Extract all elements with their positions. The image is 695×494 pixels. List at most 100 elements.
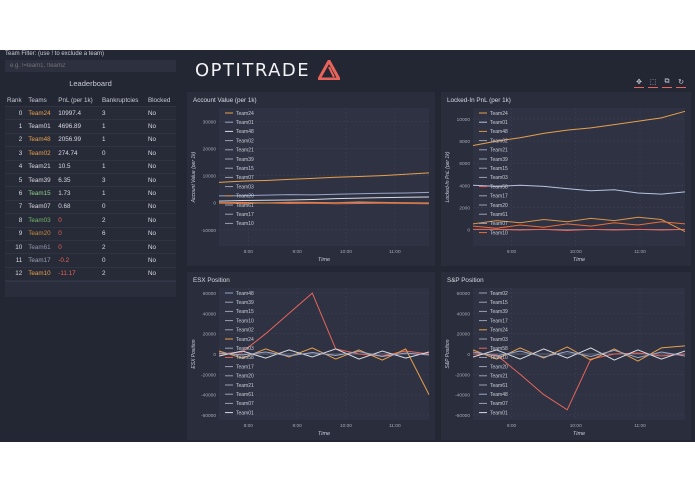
legend-item[interactable]: Team02: [236, 138, 254, 144]
column-header-rank[interactable]: Rank: [7, 96, 22, 104]
legend-item[interactable]: Team21: [236, 148, 254, 154]
locked-in-pnl-panel[interactable]: Locked-In PnL (per 1k) 10000 8000 6000 4000 2…: [441, 92, 691, 266]
x-tick-label: 9:00: [292, 423, 302, 429]
legend-item[interactable]: Team48: [490, 392, 508, 398]
series-line-team10: [472, 221, 686, 229]
series-line-team48: [218, 350, 430, 358]
leaderboard-row[interactable]: 11 Team17 -0.2 0 No: [5, 253, 176, 268]
legend-item[interactable]: Team10: [490, 355, 508, 361]
legend-item[interactable]: Team17: [236, 364, 254, 370]
column-header-teams[interactable]: Teams: [28, 96, 47, 104]
leaderboard-row[interactable]: 0 Team24 10997.4 3 No: [5, 105, 176, 120]
esx-position-panel[interactable]: ESX Position 60000 40000 20000 0 -20000 -40000…: [187, 272, 435, 440]
legend-item[interactable]: Team39: [490, 157, 508, 163]
legend-item[interactable]: Team20: [490, 364, 508, 370]
legend-item[interactable]: Team01: [490, 410, 508, 416]
legend-item[interactable]: Team21: [490, 148, 508, 154]
leaderboard-row[interactable]: 6 Team15 1.73 1 No: [5, 186, 176, 201]
legend-item[interactable]: Team61: [490, 212, 508, 218]
chart-title: ESX Position: [193, 277, 230, 284]
legend-item[interactable]: Team58: [490, 346, 508, 352]
sp-position-chart[interactable]: S&P Position 60000 40000 20000 0 -20000 -40000…: [441, 272, 691, 440]
pnl-cell: -11.17: [56, 266, 100, 281]
legend-item[interactable]: Team10: [236, 221, 254, 227]
legend-item[interactable]: Team48: [236, 291, 254, 297]
leaderboard-row[interactable]: 5 Team39 6.35 3 No: [5, 172, 176, 187]
legend-item[interactable]: Team48: [236, 129, 254, 135]
legend-item[interactable]: Team03: [236, 184, 254, 190]
legend-item[interactable]: Team15: [236, 309, 254, 315]
blocked-cell: No: [145, 239, 176, 254]
leaderboard-row[interactable]: 4 Team21 10.5 1 No: [5, 159, 176, 174]
reset-icon[interactable]: ↻: [676, 77, 686, 88]
legend-item[interactable]: Team01: [490, 120, 508, 126]
leaderboard-header-row: Rank Teams PnL (per 1k) Bankruptcies Blo…: [5, 94, 176, 107]
legend-item[interactable]: Team15: [490, 300, 508, 306]
legend-item[interactable]: Team21: [236, 383, 254, 389]
leaderboard-row[interactable]: 1 Team01 4696.89 1 No: [5, 119, 176, 134]
leaderboard-row[interactable]: 12 Team10 -11.17 2 No: [5, 266, 176, 281]
legend-item[interactable]: Team07: [490, 401, 508, 407]
legend-item[interactable]: Team07: [236, 175, 254, 181]
account-value-panel[interactable]: Account Value (per 1k) 30000 20000 10000 0 -1…: [187, 92, 435, 266]
blocked-cell: No: [145, 172, 176, 187]
legend-item[interactable]: Team20: [236, 194, 254, 200]
legend-item[interactable]: Team61: [236, 203, 254, 209]
legend-item[interactable]: Team17: [490, 318, 508, 324]
legend-item[interactable]: Team03: [490, 175, 508, 181]
leaderboard-row[interactable]: 3 Team02 274.74 0 No: [5, 146, 176, 161]
legend-item[interactable]: Team24: [236, 111, 254, 117]
legend-item[interactable]: Team58: [236, 355, 254, 361]
leaderboard-row[interactable]: 9 Team20 0 6 No: [5, 226, 176, 241]
legend-item[interactable]: Team17: [236, 212, 254, 218]
bankruptcies-cell: 2: [99, 239, 146, 254]
legend-item[interactable]: Team07: [236, 401, 254, 407]
legend-item[interactable]: Team48: [490, 129, 508, 135]
legend-item[interactable]: Team58: [490, 184, 508, 190]
pan-icon[interactable]: ✥: [634, 77, 644, 88]
legend-item[interactable]: Team39: [236, 157, 254, 163]
legend-item[interactable]: Team61: [236, 392, 254, 398]
column-header-blocked[interactable]: Blocked: [147, 96, 171, 104]
legend-item[interactable]: Team17: [490, 194, 508, 200]
account-value-chart[interactable]: Account Value (per 1k) 30000 20000 10000 0 -1…: [187, 92, 435, 266]
legend-item[interactable]: Team02: [490, 291, 508, 297]
legend-item[interactable]: Team03: [236, 346, 254, 352]
locked-in-pnl-chart[interactable]: Locked-In PnL (per 1k) 10000 8000 6000 4000 2…: [441, 92, 691, 266]
box-zoom-alt-icon[interactable]: ⧉: [662, 77, 672, 88]
legend-item[interactable]: Team02: [236, 328, 254, 334]
legend-item[interactable]: Team15: [490, 166, 508, 172]
y-tick-label: 40000: [457, 311, 471, 317]
legend-item[interactable]: Team01: [236, 120, 254, 126]
team-cell: Team15: [26, 186, 57, 201]
legend-item[interactable]: Team24: [236, 337, 254, 343]
sp-position-panel[interactable]: S&P Position 60000 40000 20000 0 -20000 -40000…: [441, 272, 691, 440]
team-filter-input[interactable]: [5, 60, 176, 72]
legend-item[interactable]: Team24: [490, 328, 508, 334]
legend-item[interactable]: Team20: [236, 374, 254, 380]
y-axis-label: ESX Position: [191, 339, 197, 368]
leaderboard-row[interactable]: 7 Team07 0.68 0 No: [5, 199, 176, 214]
legend-item[interactable]: Team39: [236, 300, 254, 306]
x-tick-label: 9:00: [292, 249, 302, 255]
pnl-cell: 0.68: [56, 199, 100, 214]
leaderboard-row[interactable]: 8 Team03 0 2 No: [5, 213, 176, 228]
legend-item[interactable]: Team39: [490, 309, 508, 315]
column-header-bankruptcies[interactable]: Bankruptcies: [101, 96, 139, 104]
column-header-pnl[interactable]: PnL (per 1k): [58, 96, 93, 104]
legend-item[interactable]: Team02: [490, 138, 508, 144]
legend-item[interactable]: Team10: [490, 230, 508, 236]
legend-item[interactable]: Team03: [490, 337, 508, 343]
legend-item[interactable]: Team15: [236, 166, 254, 172]
legend-item[interactable]: Team24: [490, 111, 508, 117]
leaderboard-row[interactable]: 10 Team61 0 2 No: [5, 239, 176, 254]
legend-item[interactable]: Team21: [490, 374, 508, 380]
legend-item[interactable]: Team20: [490, 203, 508, 209]
legend-item[interactable]: Team07: [490, 221, 508, 227]
legend-item[interactable]: Team01: [236, 410, 254, 416]
esx-position-chart[interactable]: ESX Position 60000 40000 20000 0 -20000 -40000…: [187, 272, 435, 440]
legend-item[interactable]: Team61: [490, 383, 508, 389]
leaderboard-row[interactable]: 2 Team48 2056.99 1 No: [5, 132, 176, 147]
legend-item[interactable]: Team10: [236, 318, 254, 324]
box-zoom-icon[interactable]: ⬚: [648, 79, 658, 88]
